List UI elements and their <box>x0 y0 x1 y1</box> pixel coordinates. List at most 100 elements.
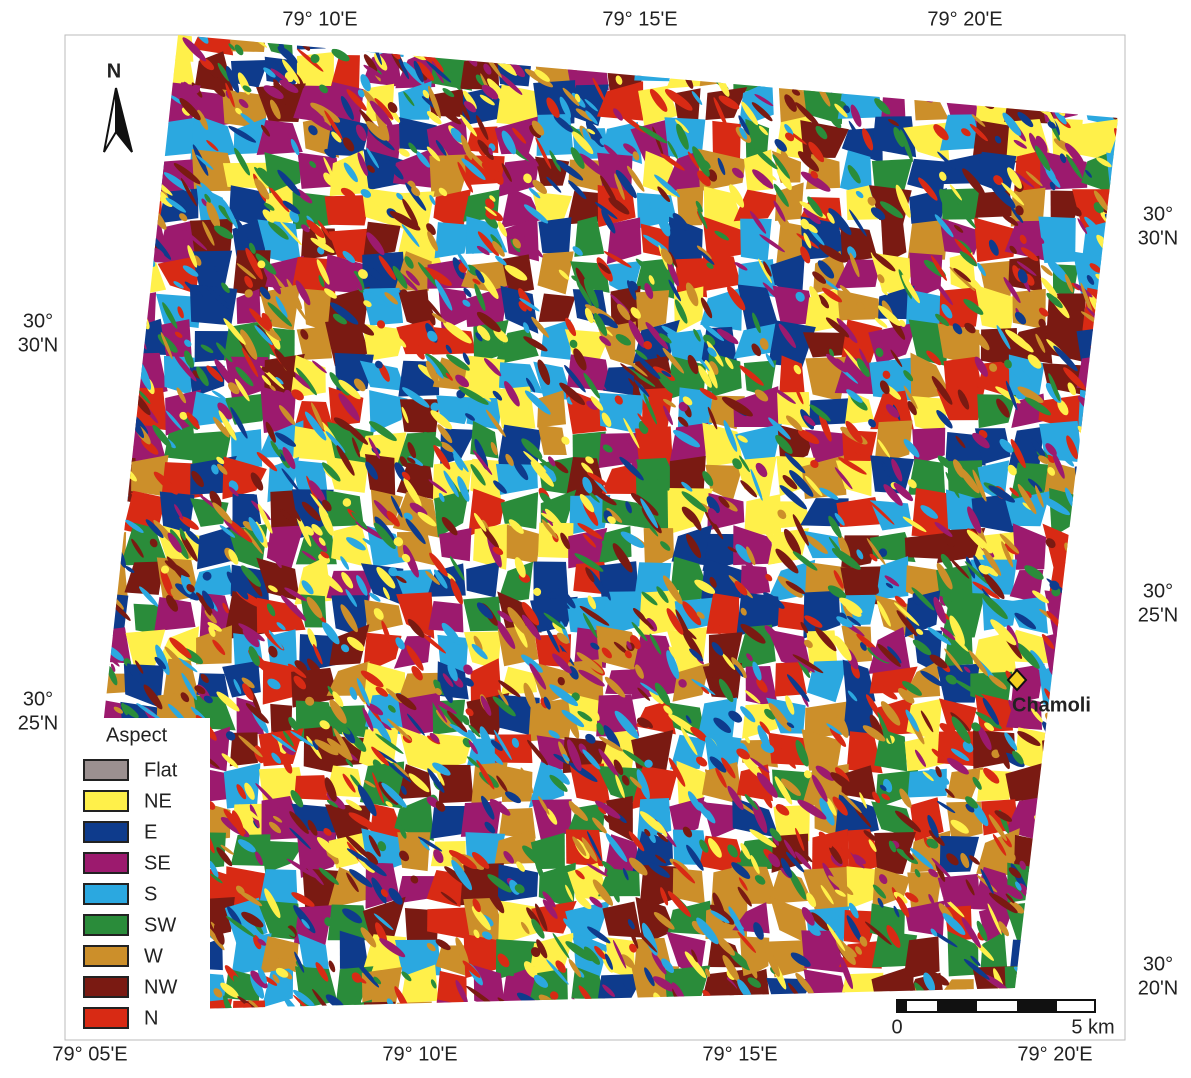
legend-label: S <box>144 883 157 905</box>
aspect-patch <box>1081 833 1118 876</box>
aspect-streak <box>759 21 781 42</box>
aspect-patch <box>92 356 132 391</box>
aspect-patch <box>870 500 912 530</box>
aspect-patch <box>64 592 98 637</box>
aspect-patch <box>1075 633 1120 660</box>
y-label-left: 30° <box>23 688 53 710</box>
aspect-streak <box>411 36 427 58</box>
aspect-patch <box>1073 940 1115 976</box>
aspect-streak <box>1101 308 1124 328</box>
aspect-patch <box>125 118 164 162</box>
y-label-right: 25'N <box>1138 604 1179 626</box>
aspect-patch <box>1114 495 1147 534</box>
aspect-patch <box>53 569 96 603</box>
aspect-streak <box>1099 763 1125 796</box>
aspect-streak <box>480 36 505 59</box>
aspect-streak <box>556 33 573 66</box>
aspect-streak <box>657 51 670 72</box>
aspect-streak <box>1076 968 1103 992</box>
aspect-streak <box>548 1003 559 1014</box>
aspect-patch <box>507 525 541 564</box>
aspect-streak <box>1078 760 1095 775</box>
aspect-streak <box>915 74 929 89</box>
aspect-streak <box>1032 813 1057 837</box>
aspect-streak <box>891 72 907 88</box>
aspect-streak <box>959 49 982 81</box>
aspect-streak <box>682 998 714 1024</box>
north-arrow <box>104 88 116 152</box>
aspect-patch <box>915 51 944 95</box>
aspect-patch <box>132 94 169 120</box>
aspect-streak <box>664 995 694 1026</box>
aspect-streak <box>1064 851 1083 873</box>
aspect-streak <box>72 257 96 275</box>
aspect-streak <box>75 247 97 266</box>
aspect-streak <box>1119 55 1139 78</box>
aspect-streak <box>383 1016 395 1028</box>
aspect-patch <box>90 219 134 263</box>
aspect-streak <box>116 308 138 327</box>
aspect-streak <box>876 65 907 89</box>
aspect-patch <box>1051 829 1081 871</box>
aspect-streak <box>1072 980 1090 996</box>
aspect-patch <box>1111 659 1154 701</box>
aspect-streak <box>96 379 112 404</box>
aspect-streak <box>1075 423 1105 454</box>
aspect-streak <box>122 68 132 78</box>
aspect-streak <box>123 177 152 201</box>
aspect-patch <box>537 251 573 294</box>
legend-label: Flat <box>144 759 178 781</box>
aspect-streak <box>643 1011 659 1024</box>
aspect-streak <box>1082 634 1099 653</box>
aspect-streak <box>89 385 112 418</box>
aspect-streak <box>252 25 261 36</box>
aspect-streak <box>1077 970 1110 993</box>
aspect-streak <box>87 135 102 149</box>
aspect-patch <box>466 1010 503 1039</box>
aspect-streak <box>421 42 432 53</box>
aspect-patch <box>880 15 910 62</box>
aspect-streak <box>287 1021 299 1038</box>
aspect-patch <box>1076 422 1120 470</box>
legend-swatch <box>84 977 128 997</box>
aspect-patch <box>539 294 576 322</box>
aspect-streak <box>102 437 120 469</box>
aspect-streak <box>1092 661 1102 669</box>
aspect-patch <box>328 1000 371 1044</box>
scale-label: 0 <box>891 1016 902 1038</box>
aspect-streak <box>361 31 375 46</box>
aspect-streak <box>1057 715 1074 741</box>
aspect-streak <box>1090 572 1111 604</box>
aspect-streak <box>112 181 143 206</box>
aspect-streak <box>1028 46 1040 58</box>
aspect-streak <box>1116 146 1128 158</box>
aspect-streak <box>86 469 109 498</box>
legend-swatch <box>84 915 128 935</box>
aspect-streak <box>1108 192 1132 223</box>
aspect-raster <box>47 9 1156 1048</box>
legend-label: N <box>144 1007 158 1029</box>
aspect-streak <box>91 208 121 240</box>
aspect-streak <box>575 19 599 53</box>
aspect-streak <box>1087 581 1100 599</box>
aspect-streak <box>128 306 148 328</box>
legend-swatch <box>84 791 128 811</box>
aspect-streak <box>547 42 568 72</box>
aspect-patch <box>92 424 122 464</box>
aspect-patch <box>1084 808 1120 844</box>
aspect-streak <box>60 376 74 393</box>
aspect-streak <box>1048 856 1061 867</box>
aspect-streak <box>784 996 795 1011</box>
aspect-streak <box>823 1006 841 1033</box>
aspect-patch <box>1081 864 1110 910</box>
aspect-streak <box>1067 104 1079 115</box>
aspect-patch <box>602 902 641 938</box>
aspect-streak <box>1114 684 1135 714</box>
aspect-streak <box>999 1020 1013 1034</box>
aspect-streak <box>292 1018 306 1030</box>
aspect-streak <box>535 32 549 47</box>
aspect-patch <box>53 399 101 431</box>
aspect-patch <box>1106 319 1147 357</box>
aspect-streak <box>1118 646 1129 656</box>
aspect-patch <box>1040 906 1080 941</box>
